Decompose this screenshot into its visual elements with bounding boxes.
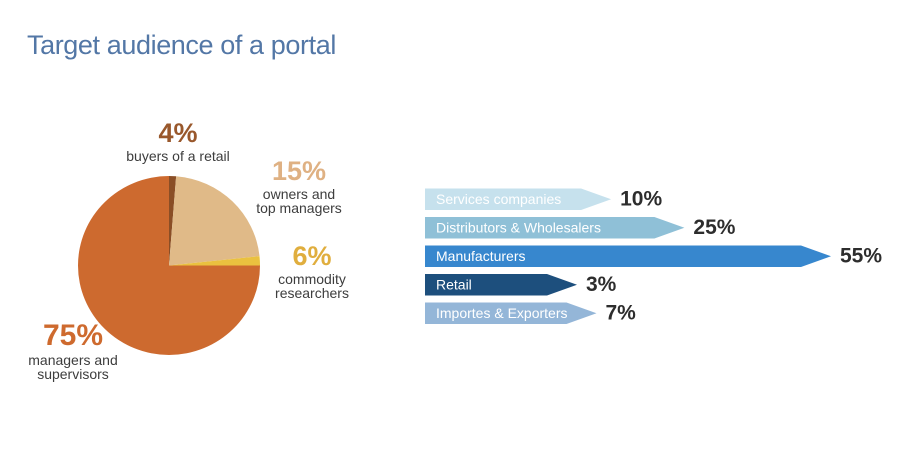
pie-callout-commodity-researchers: 6% commodity researchers (275, 243, 349, 300)
bar-category-label-retail: Retail (436, 277, 472, 293)
pie-chart (78, 176, 260, 355)
pie-slice-name: buyers of a retail (126, 148, 230, 164)
pie-pct-label: 6% (292, 241, 332, 271)
pie-slice-name: commodity researchers (275, 271, 349, 301)
pie-pct-label: 15% (271, 156, 327, 186)
arrow-bar-chart: Services companies 10% Distributors & Whol… (425, 188, 882, 325)
bar-value-label-manufacturers: 55% (840, 245, 882, 268)
bar-value-label-distributors-wholesalers: 25% (693, 216, 735, 239)
pie-pct-label: 75% (42, 319, 104, 352)
pie-pct-label: 4% (158, 118, 198, 148)
bar-category-label-distributors-wholesalers: Distributors & Wholesalers (436, 220, 601, 236)
pie-callout-owners-and-top-managers: 15% owners and top managers (256, 158, 342, 215)
pie-slice-name: managers and supervisors (28, 352, 118, 382)
bar-services-companies (425, 188, 612, 210)
pie-slice-buyers-of-a-retail (169, 176, 177, 266)
bar-retail (425, 274, 577, 296)
bar-importes-exporters (425, 302, 597, 324)
pie-callout-buyers-of-a-retail: 4% buyers of a retail (126, 120, 230, 164)
bar-value-label-retail: 3% (586, 273, 617, 296)
pie-slice-name: owners and top managers (256, 186, 342, 216)
bar-category-label-services-companies: Services companies (436, 191, 561, 207)
pie-slice-managers-and-supervisors (78, 176, 260, 355)
pie-slice-commodity-researchers (169, 256, 260, 266)
bar-category-label-importes-exporters: Importes & Exporters (436, 305, 568, 321)
pie-callout-managers-and-supervisors: 75% managers and supervisors (28, 321, 118, 381)
pie-slice-owners-and-top-managers (169, 176, 260, 266)
page-title: Target audience of a portal (27, 30, 336, 60)
bar-value-label-services-companies: 10% (620, 188, 662, 211)
bar-distributors-wholesalers (425, 217, 685, 239)
bar-category-label-manufacturers: Manufacturers (436, 248, 525, 264)
bar-manufacturers (425, 245, 831, 267)
bar-value-label-importes-exporters: 7% (606, 302, 637, 325)
